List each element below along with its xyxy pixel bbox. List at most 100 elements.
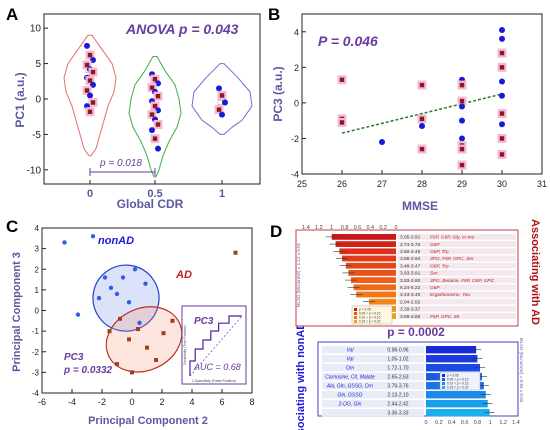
panel-a-xlabel: Global CDR xyxy=(117,197,184,211)
panel-a-point xyxy=(152,103,158,109)
panel-c-roc-xlabel: 1-Specificity (False Positive) xyxy=(192,379,236,383)
panel-d-nonad-range: 0.98-0.96 xyxy=(387,347,408,353)
panel-d-ad-bar xyxy=(335,241,396,247)
panel-a-point xyxy=(84,42,90,49)
panel-a-point xyxy=(152,76,158,82)
panel-d-ad-label-bg xyxy=(398,262,516,269)
panel-a-point xyxy=(87,52,93,58)
panel-d-ad-metabolite: G6P, Trp xyxy=(430,263,449,269)
panel-d-top-tick: 1 xyxy=(330,225,333,231)
panel-d-ad-range: 3.39-3.37 xyxy=(400,307,421,313)
panel-c-ytick-label: 4 xyxy=(35,224,40,233)
panel-b-xlabel: MMSE xyxy=(402,199,438,213)
panel-d-nonad-label-bg xyxy=(322,400,424,408)
panel-d-top-tick: 1.2 xyxy=(315,225,323,231)
panel-d-nonad-metabolite: Val xyxy=(346,347,354,353)
panel-c-point-ad xyxy=(107,329,112,334)
panel-b-point xyxy=(499,136,505,141)
panel-c-ellipse-nonad xyxy=(92,264,160,332)
panel-d-nonad-label-bg xyxy=(322,355,424,363)
panel-b-point xyxy=(499,111,505,116)
panel-d-ad-range: 3.93-3.91 xyxy=(400,271,421,277)
panel-c-pc3-label: PC3 xyxy=(64,352,84,363)
panel-d-nonad-metabolite: Ala, Gln, GSSG, Orn xyxy=(326,383,373,389)
panel-a-bracket-label: p = 0.018 xyxy=(99,158,142,169)
panel-a-ytick-label: 0 xyxy=(35,95,41,106)
panel-c-point-ad xyxy=(145,345,149,350)
panel-d-legend-bottom-swatch xyxy=(442,382,445,385)
panel-d-legend-label: 0.05 < p < 0.10 xyxy=(359,312,381,316)
panel-b-point xyxy=(499,121,505,128)
panel-c-roc-diagonal xyxy=(189,315,243,377)
panel-d-legend-bottom-swatch xyxy=(442,378,445,381)
panel-d-nonad-bar xyxy=(426,391,486,399)
panel-b: P = 0.046 MMSE PC3 (a.u.) 25 26 27 28 29 30 31… xyxy=(271,13,547,213)
panel-d-ad-bar xyxy=(331,234,396,240)
panel-d-ad-metabolite: 3PG, F6P, GPC, Ser xyxy=(430,256,474,262)
panel-d-ad-metabolite: Ser xyxy=(430,271,438,277)
panel-b-point xyxy=(419,123,425,129)
panel-c-point-ad xyxy=(127,337,131,342)
panel-c-ytick-label: 3 xyxy=(35,245,40,254)
panel-d-ad-range: 3.89-3.86 xyxy=(400,314,421,320)
panel-d-legend-swatch xyxy=(354,308,357,311)
panel-c-roc-inset: PC3 AUC = 0.68 1-Specificity (False Positi… xyxy=(181,305,247,385)
panel-c-point-nonad xyxy=(120,275,126,280)
panel-b-ylabel: PC3 (a.u.) xyxy=(271,66,285,121)
panel-b-ytick-label: -2 xyxy=(291,134,299,144)
panel-c-point-nonad xyxy=(102,275,108,280)
panel-a-point xyxy=(155,122,161,127)
panel-b-xtick-label: 29 xyxy=(457,179,467,189)
panel-a-ytick-label: 5 xyxy=(35,59,41,70)
panel-c-point-nonad xyxy=(132,267,138,272)
panel-a-point xyxy=(87,78,93,83)
panel-b-point xyxy=(459,162,465,168)
panel-d-legend-bottom-label: 0.15 < p < 0.20 xyxy=(447,386,469,390)
panel-c-point-ad xyxy=(161,331,166,336)
panel-d-nonad-range: 1.05-1.02 xyxy=(387,356,408,362)
panel-a-violin xyxy=(191,63,253,135)
panel-b-point xyxy=(499,35,505,42)
panel-d-side-label-bottom: MLAD (MLnonAD) = 0.84 ± 0.03 xyxy=(519,338,524,403)
panel-c-roc-auc: AUC = 0.68 xyxy=(193,362,241,372)
panel-d-legend-swatch xyxy=(354,312,357,315)
panel-d-nonad-label-bg xyxy=(322,373,424,381)
panel-d-legend-bottom-swatch xyxy=(442,386,445,389)
panel-d-nonad-label-bg xyxy=(322,391,424,399)
panel-d-ad-bar xyxy=(369,298,396,305)
panel-d-ad-range: 2.04-2.02 xyxy=(400,299,421,305)
panel-d-ad-range: 3.74-3.70 xyxy=(400,242,421,248)
panel-a-violin xyxy=(63,34,117,157)
panel-b-point xyxy=(379,139,385,145)
panel-d-legend-bottom-box xyxy=(439,371,481,391)
panel-d-ad-label-bg xyxy=(398,298,516,305)
panel-d-nonad-bar xyxy=(426,409,490,417)
panel-a-letter: A xyxy=(6,5,18,24)
panel-d-letter: D xyxy=(270,222,282,241)
panel-d-ad-bar xyxy=(342,255,396,262)
panel-d-nonad-bar xyxy=(426,400,488,408)
panel-a-point xyxy=(149,112,155,117)
panel-a-anova: ANOVA p = 0.043 xyxy=(125,21,239,37)
panel-b-ytick-label: 4 xyxy=(294,27,299,37)
panel-d-legend-box xyxy=(351,305,393,325)
panel-d-nonad-range: 3.36-3.33 xyxy=(387,410,408,416)
panel-d-nonad-range: 2.13-2.10 xyxy=(387,392,408,398)
panel-d-ad-label-bg xyxy=(398,234,516,240)
panel-b-point xyxy=(459,103,465,110)
panel-a-point xyxy=(219,111,225,118)
panel-b-xtick-label: 25 xyxy=(297,179,307,189)
panel-b-xtick-label: 28 xyxy=(417,179,427,189)
panel-c-point-nonad xyxy=(62,240,67,245)
panel-d-nonad-metabolite: 2-OG, Gln xyxy=(338,401,362,407)
panel-d-legend-label: 0.10 < p < 0.15 xyxy=(359,316,381,320)
panel-c-xtick-label: -6 xyxy=(38,397,46,407)
panel-b-point xyxy=(339,77,345,82)
panel-d-nonad-label-bg xyxy=(322,382,424,390)
panel-a-point xyxy=(87,92,93,99)
panel-b-point xyxy=(459,117,465,124)
panel-b-point xyxy=(499,78,505,85)
panel-c-point-nonad xyxy=(114,291,120,297)
panel-c-point-nonad xyxy=(143,281,148,286)
panel-d-ad-metabolite: G6P xyxy=(430,242,440,248)
